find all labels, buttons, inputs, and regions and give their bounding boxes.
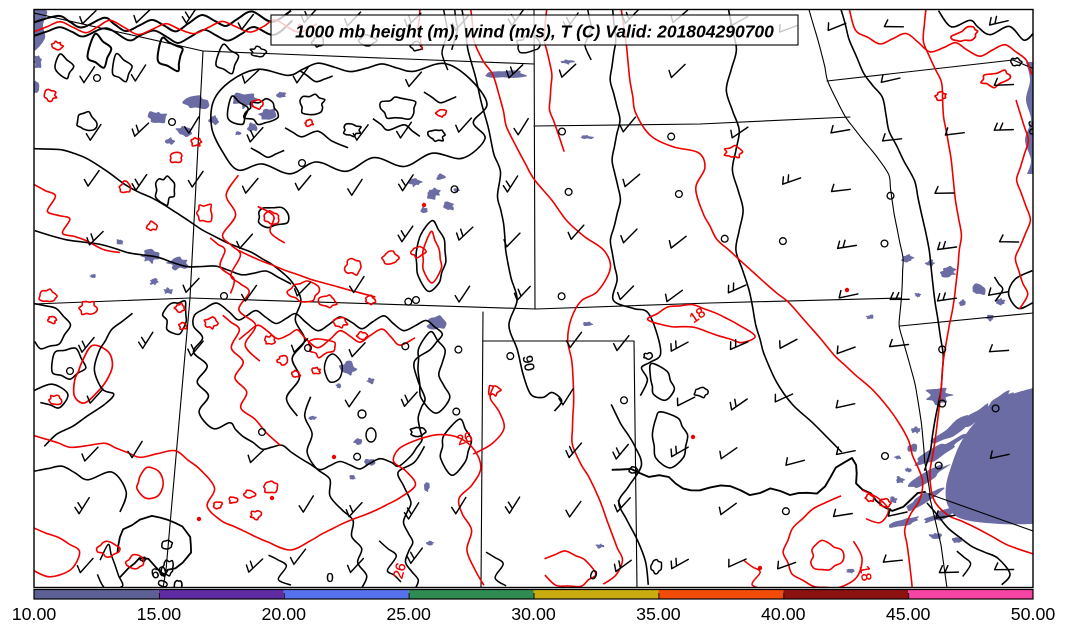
svg-text:0: 0 <box>326 570 333 585</box>
svg-text:40.00: 40.00 <box>761 604 806 624</box>
svg-text:10.00: 10.00 <box>12 604 57 624</box>
svg-text:45.00: 45.00 <box>886 604 931 624</box>
svg-text:26: 26 <box>389 561 409 580</box>
svg-text:18: 18 <box>857 564 875 582</box>
svg-text:1000 mb height (m), wind (m/s): 1000 mb height (m), wind (m/s), T (C) Va… <box>295 22 774 42</box>
svg-text:15.00: 15.00 <box>137 604 182 624</box>
svg-text:30.00: 30.00 <box>511 604 556 624</box>
svg-text:90: 90 <box>520 354 538 372</box>
svg-text:50.00: 50.00 <box>1011 604 1056 624</box>
svg-text:26: 26 <box>455 428 475 448</box>
svg-text:90: 90 <box>1025 119 1042 136</box>
svg-text:60: 60 <box>151 577 171 597</box>
svg-text:25.00: 25.00 <box>386 604 431 624</box>
svg-text:20.00: 20.00 <box>262 604 307 624</box>
svg-text:35.00: 35.00 <box>636 604 681 624</box>
svg-text:60: 60 <box>149 562 168 582</box>
